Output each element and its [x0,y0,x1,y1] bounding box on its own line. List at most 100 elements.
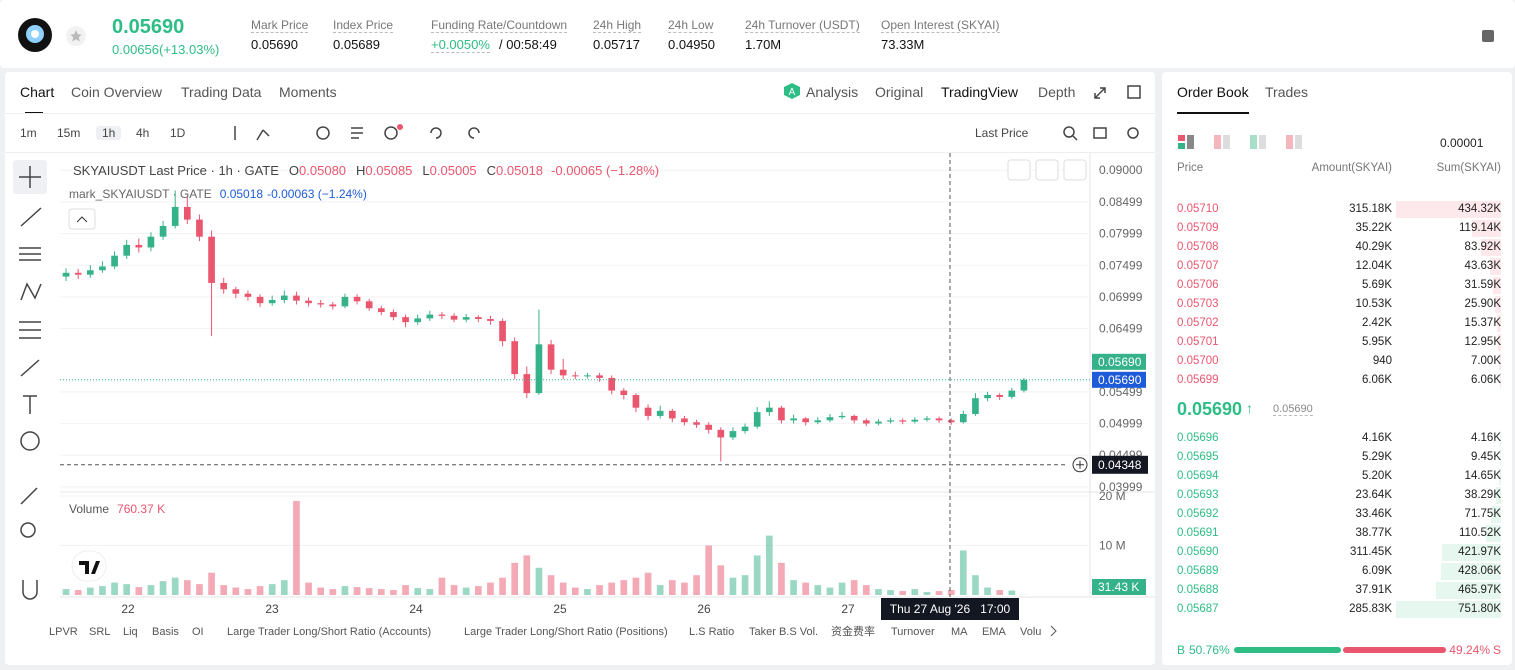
book-amount: 285.83K [1349,603,1392,615]
book-price: 0.05708 [1177,241,1219,253]
book-amount: 12.04K [1355,260,1392,272]
candle-body [147,236,155,248]
volume-bar [644,572,652,595]
depth-bar [1494,296,1501,313]
candle-body [887,420,894,422]
book-row: 0.05708 40.29K 83.92K [1162,238,1512,257]
volume-bar [741,575,749,595]
volume-bar [814,585,822,595]
book-sum: 9.45K [1470,451,1501,463]
volume-bar [584,589,591,595]
chart-tab[interactable]: Coin Overview [71,84,163,100]
book-row: 0.05710 315.18K 434.32K [1162,200,1512,219]
volume-bar [208,572,215,595]
order-book-panel: Order Book Trades 0.00001 Price Amount(SKY… [1162,72,1512,665]
volume-bar [196,584,203,595]
candle-body [414,318,422,323]
volume-bar [317,587,325,595]
candle-body [74,272,82,275]
candle-body [1020,379,1028,391]
chart-view[interactable]: Original [875,84,924,100]
chart-view[interactable]: TradingView [941,84,1019,100]
interval[interactable]: 1h [96,126,122,140]
book-amount: 38.77K [1355,527,1392,539]
candle-body [462,317,470,320]
crosshair-time-tag [881,598,1019,620]
volume-bar [632,577,640,595]
price-source[interactable]: Last Price [975,126,1029,140]
candle-body [99,266,106,271]
depth-bar [1495,487,1501,504]
volume-bar [862,585,870,595]
book-column: Sum(SKYAI) [1436,162,1501,174]
precision[interactable]: 0.00001 [1440,136,1484,150]
book-sum: 14.65K [1464,470,1501,482]
depth-bar [1472,220,1501,237]
candle-body [559,369,567,376]
collapse-btn [68,208,96,230]
depth-bar [1442,544,1501,561]
chart-view[interactable]: Depth [1038,84,1076,100]
book-tab[interactable]: Trades [1265,84,1309,100]
book-row: 0.05709 35.22K 119.14K [1162,219,1512,238]
candle-body [644,407,652,416]
volume-bar [329,589,337,595]
book-row: 0.05691 38.77K 110.52K [1162,524,1512,543]
book-price: 0.05710 [1177,203,1219,215]
volume-bar [402,585,409,595]
stat-value: 0.05717 [593,37,640,52]
y-tick-label: 0.07499 [1099,258,1143,272]
candle-body [365,301,373,309]
chart-toolbar-icons [234,124,480,141]
book-price: 0.05693 [1177,489,1219,501]
depth-bar [1498,468,1501,485]
interval[interactable]: 4h [136,126,150,140]
volume-bar [656,585,664,595]
candle-body [608,377,616,391]
candle-body [935,418,943,421]
volume-bar [535,567,543,595]
indicator-more [1050,625,1057,637]
volume-bar [414,588,422,595]
book-column: Price [1177,162,1204,174]
x-tick-label: 24 [409,602,423,616]
chart-view[interactable]: Analysis [806,84,859,100]
volume-bar [765,535,773,595]
volume-bar [232,587,240,595]
volume-bar [693,575,700,595]
chart-window-icons [1094,85,1141,99]
volume-bar [996,590,1004,595]
volume-bar [474,586,482,595]
chart-tab[interactable]: Moments [279,84,337,100]
candle-body [86,270,94,275]
volume-bar [959,550,967,595]
candle-body [668,410,676,419]
crosshair-plus-icon [1076,460,1084,469]
candle-body [899,420,907,422]
candle-body [790,418,797,421]
chart-tab[interactable]: Chart [20,84,55,100]
book-amount: 311.45K [1350,546,1392,558]
book-price: 0.05701 [1177,336,1219,348]
book-price: 0.05688 [1177,584,1219,596]
candle-body [814,420,822,423]
analysis-icon: A [784,83,800,99]
ohlc-value: 0.05018 [496,163,543,178]
interval[interactable]: 1D [170,126,186,140]
depth-bar [1396,601,1501,618]
book-price: 0.05696 [1177,432,1219,444]
candle-body [123,244,131,256]
favorite-star[interactable] [66,26,86,46]
volume-bar [620,580,628,595]
x-tick-label: 22 [121,602,135,616]
interval[interactable]: 15m [57,126,81,140]
chart-tab[interactable]: Trading Data [181,84,262,100]
settings-icon[interactable] [1480,28,1496,44]
book-price: 0.05707 [1177,260,1219,272]
book-tab[interactable]: Order Book [1177,84,1249,100]
mid-price: 0.05690 [1177,399,1243,419]
depth-bar [1497,315,1501,332]
interval[interactable]: 1m [20,126,37,140]
candle-body [596,375,603,378]
book-row: 0.05694 5.20K 14.65K [1162,467,1512,486]
